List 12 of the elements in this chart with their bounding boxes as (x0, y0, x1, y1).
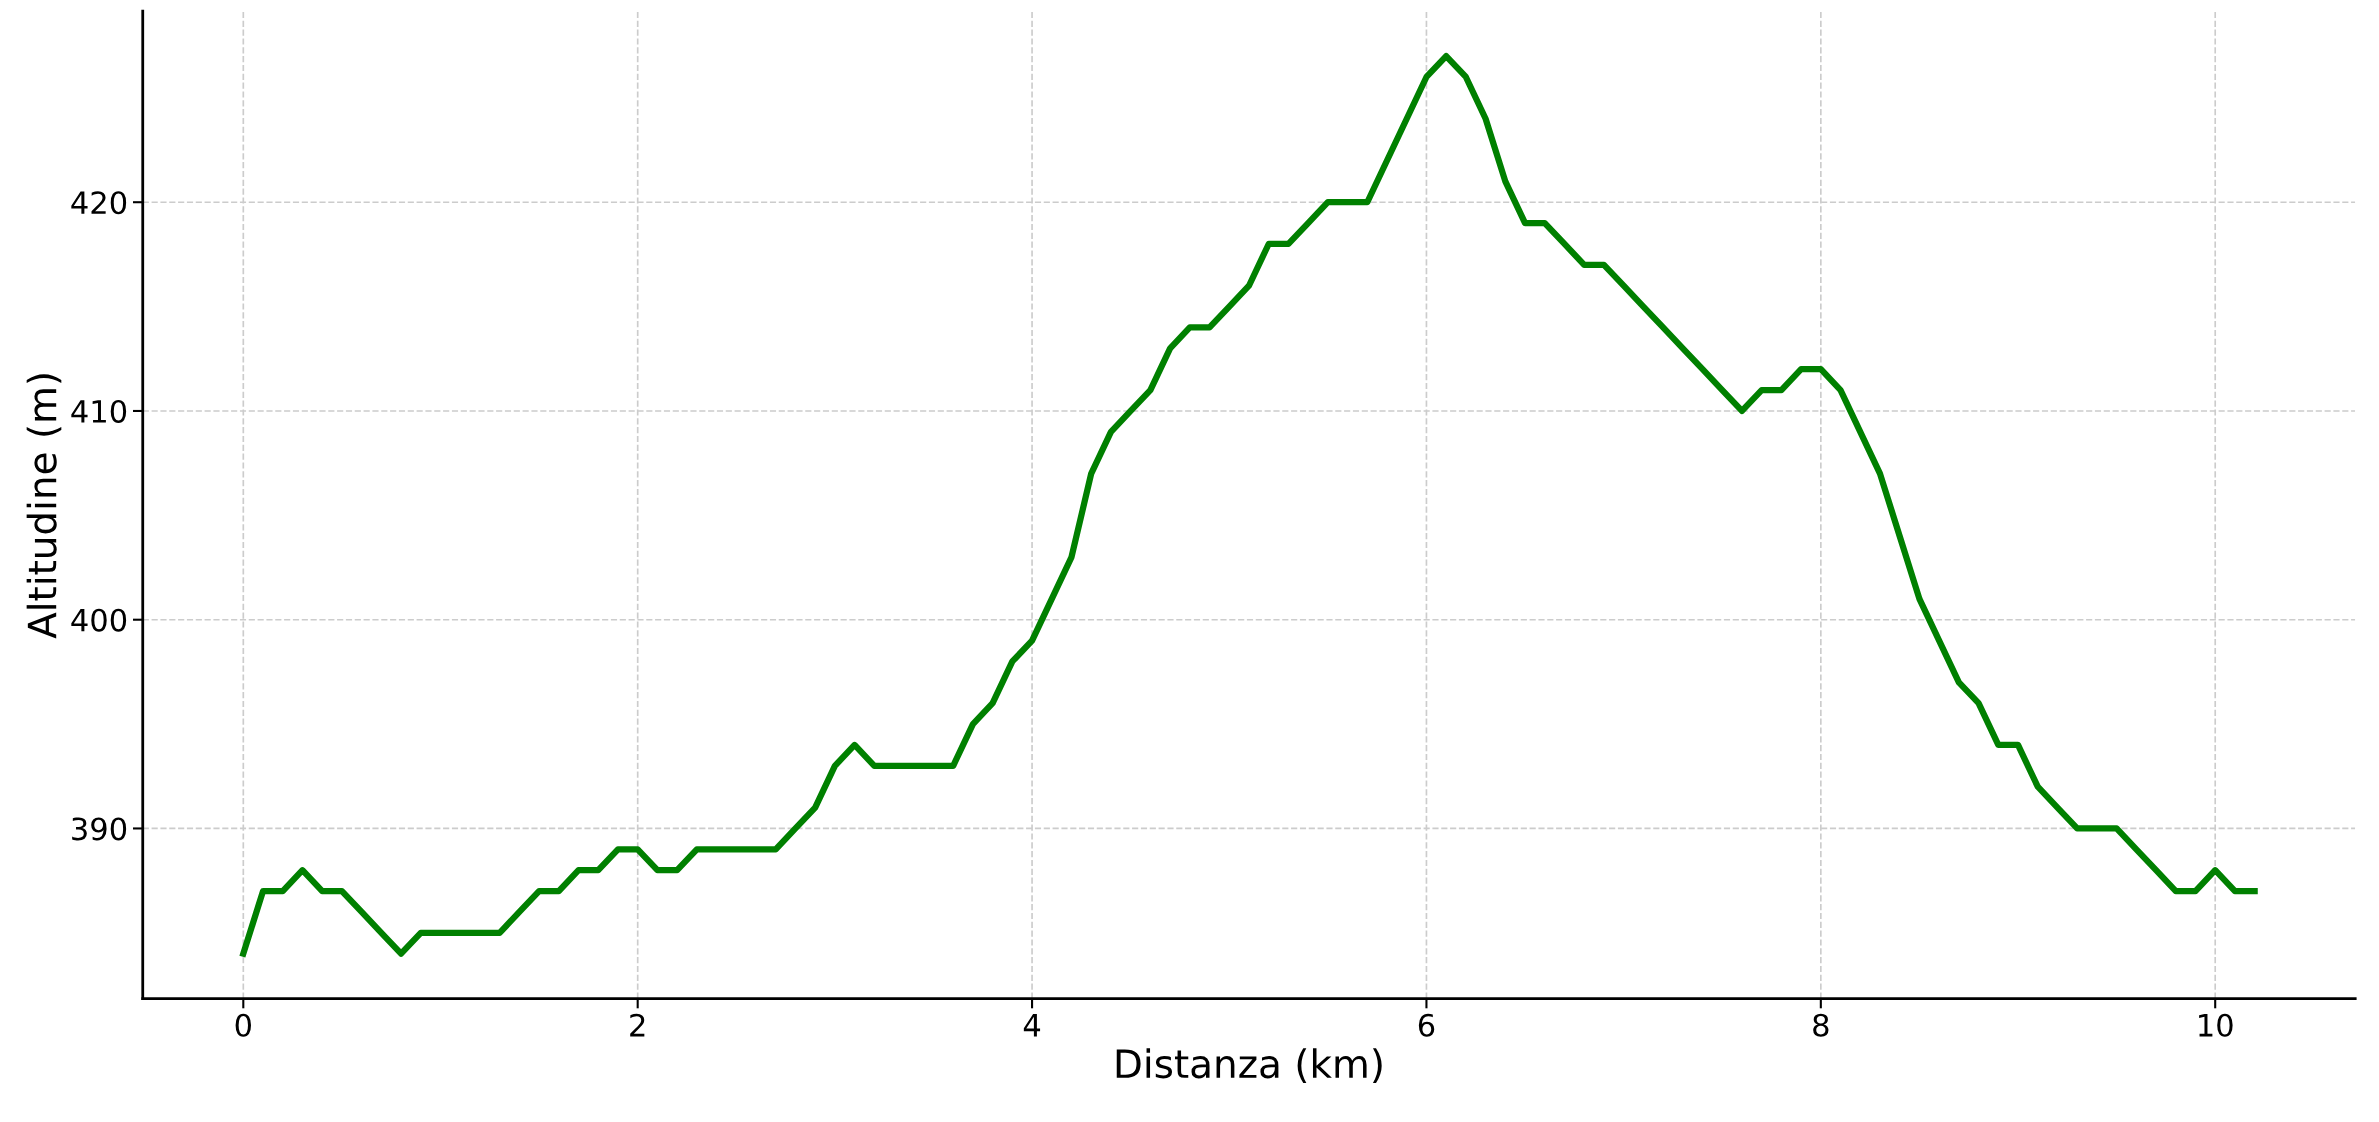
x-tick-label: 8 (1813, 1013, 1829, 1037)
y-tick-label: 400 (71, 608, 127, 632)
y-tick-label: 410 (71, 399, 127, 424)
y-axis-title: Altitudine (m) (26, 374, 62, 639)
x-tick-label: 0 (235, 1013, 251, 1037)
x-tick-label: 4 (1023, 1014, 1041, 1037)
y-tick-label: 420 (71, 191, 127, 215)
y-tick-label: 390 (72, 817, 127, 841)
x-tick-label: 10 (2199, 1013, 2233, 1037)
x-axis-title: Distanza (km) (1116, 1048, 1382, 1083)
x-tick-label: 6 (1418, 1013, 1435, 1037)
x-tick-label: 2 (630, 1013, 645, 1037)
